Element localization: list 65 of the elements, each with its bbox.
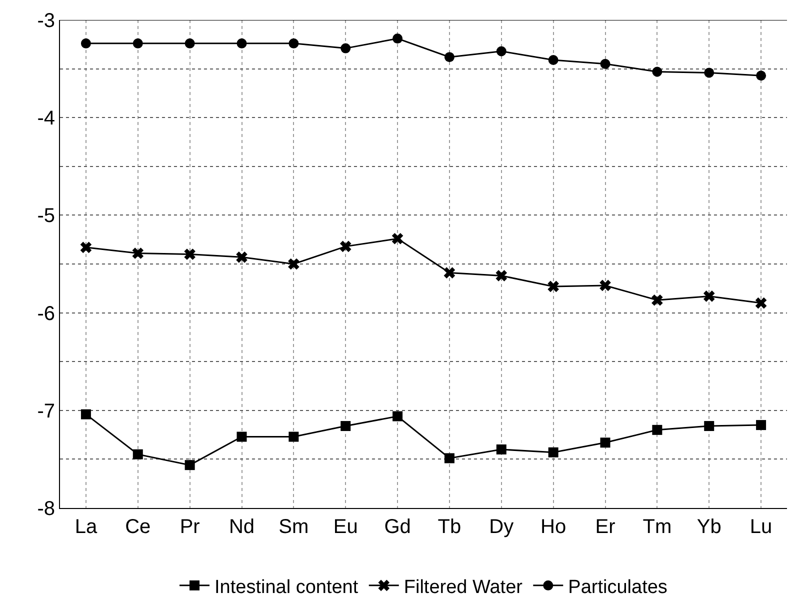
point <box>340 240 352 252</box>
x-tick-label: Tb <box>438 516 462 538</box>
point <box>80 242 92 254</box>
point <box>132 248 144 259</box>
point <box>444 52 454 62</box>
x-tick-label: Nd <box>228 516 255 538</box>
x-tick-label: Ce <box>125 516 151 538</box>
legend-label: Filtered Water <box>404 576 524 598</box>
point <box>548 280 559 292</box>
x-tick-label: Ho <box>540 516 566 538</box>
point <box>392 411 403 422</box>
point <box>236 252 248 263</box>
point <box>288 38 299 48</box>
point <box>496 270 508 282</box>
y-tick-label: -4 <box>37 108 55 130</box>
point <box>548 55 558 66</box>
y-tick-label: -5 <box>37 205 55 228</box>
point <box>600 280 611 292</box>
point <box>652 424 662 435</box>
point <box>704 421 714 432</box>
point <box>184 460 195 470</box>
legend-label: Particulates <box>568 576 668 598</box>
y-tick-label: -6 <box>37 302 55 325</box>
point <box>340 421 351 432</box>
point <box>132 38 143 48</box>
point <box>340 43 351 54</box>
point <box>756 70 766 81</box>
point <box>652 66 662 77</box>
point <box>132 449 143 460</box>
point <box>652 294 663 306</box>
point <box>392 34 403 44</box>
point <box>704 68 714 78</box>
y-tick-label: -3 <box>37 10 55 32</box>
point <box>444 453 454 464</box>
point <box>496 46 506 56</box>
point <box>184 38 195 48</box>
x-tick-label: Sm <box>278 516 309 538</box>
x-tick-label: La <box>74 516 98 538</box>
y-tick-label: -7 <box>37 400 55 422</box>
point <box>600 58 610 69</box>
x-tick-label: Er <box>595 516 616 538</box>
point <box>703 290 715 302</box>
point <box>80 409 91 420</box>
x-tick-label: Pr <box>180 516 200 538</box>
point <box>184 248 196 260</box>
point <box>755 297 767 309</box>
point <box>236 432 247 442</box>
point <box>236 38 247 48</box>
point <box>756 420 766 430</box>
point <box>548 447 558 458</box>
point <box>288 432 299 442</box>
x-tick-label: Gd <box>384 516 411 538</box>
point <box>600 438 610 448</box>
x-tick-label: Yb <box>696 516 722 538</box>
point <box>392 232 404 244</box>
x-tick-label: Eu <box>333 516 358 538</box>
x-tick-label: Tm <box>642 516 672 538</box>
x-tick-label: Lu <box>750 516 772 538</box>
y-tick-label: -8 <box>37 498 55 520</box>
legend-label: Intestinal content <box>214 576 359 598</box>
point <box>444 267 456 278</box>
point <box>496 444 506 454</box>
point <box>288 258 300 270</box>
x-tick-label: Dy <box>489 516 514 538</box>
point <box>80 38 91 48</box>
